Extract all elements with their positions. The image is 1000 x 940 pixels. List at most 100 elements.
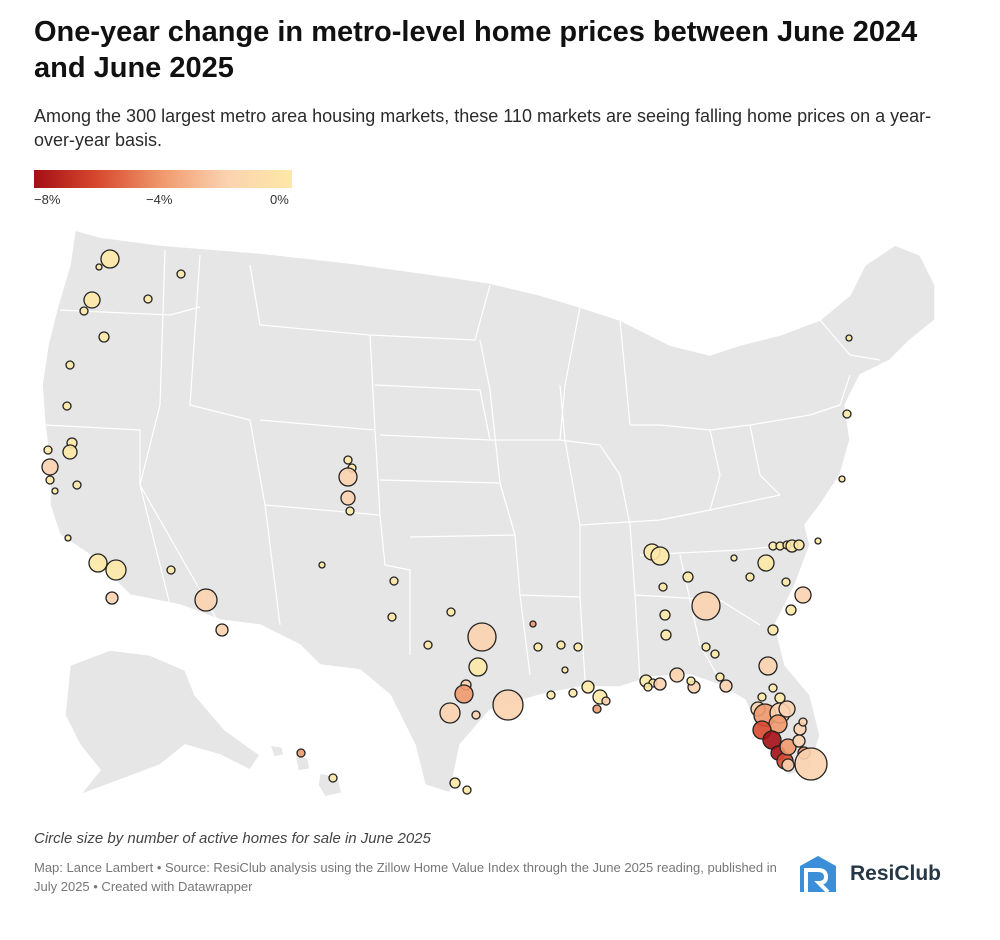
metro-bubble	[467, 622, 497, 652]
metro-bubble	[838, 475, 846, 483]
metro-bubble	[343, 455, 353, 465]
metro-bubble	[793, 539, 805, 551]
metro-bubble	[573, 642, 583, 652]
metro-bubble	[845, 334, 853, 342]
metro-bubble	[779, 738, 797, 756]
metro-bubble	[79, 306, 89, 316]
metro-bubble	[781, 577, 791, 587]
metro-bubble	[345, 506, 355, 516]
metro-bubble	[767, 624, 779, 636]
metro-bubble	[98, 331, 110, 343]
legend-tick-max: 0%	[270, 192, 289, 207]
metro-bubble	[556, 640, 566, 650]
metro-bubble	[51, 487, 59, 495]
color-legend: −8% −4% 0%	[34, 170, 292, 210]
metro-bubble	[691, 591, 721, 621]
metro-bubble	[650, 546, 670, 566]
metro-bubble	[45, 475, 55, 485]
metro-bubble	[454, 684, 474, 704]
metro-bubble	[449, 777, 461, 789]
metro-bubble	[492, 689, 524, 721]
metro-bubble	[41, 458, 59, 476]
metro-bubble	[338, 467, 358, 487]
metro-bubble	[95, 263, 103, 271]
logo-wordmark: ResiClub	[850, 862, 942, 885]
metro-bubble	[745, 572, 755, 582]
metro-bubble	[794, 586, 812, 604]
metro-bubble	[785, 604, 797, 616]
metro-bubble	[100, 249, 120, 269]
metro-bubble	[701, 642, 711, 652]
legend-tick-min: −8%	[34, 192, 61, 207]
hawaii-land	[268, 744, 343, 798]
source-credit: Map: Lance Lambert • Source: ResiClub an…	[34, 860, 777, 894]
metro-bubble	[105, 591, 119, 605]
metro-bubble	[423, 640, 433, 650]
metro-bubble	[768, 714, 788, 734]
metro-bubble	[568, 688, 578, 698]
metro-bubble	[778, 700, 796, 718]
metro-bubble	[715, 672, 725, 682]
metro-bubbles	[41, 249, 853, 795]
map-title: One-year change in metro-level home pric…	[34, 16, 918, 84]
metro-bubble	[660, 629, 672, 641]
metro-bubble	[43, 445, 53, 455]
metro-bubble	[581, 680, 595, 694]
metro-bubble	[798, 717, 808, 727]
state-borders	[44, 249, 881, 681]
metro-bubble	[328, 773, 338, 783]
metro-bubble	[757, 692, 767, 702]
metro-bubble	[62, 444, 78, 460]
metro-bubble	[842, 409, 852, 419]
metro-bubble	[468, 657, 488, 677]
legend-tick-mid: −4%	[146, 192, 173, 207]
metro-bubble	[387, 612, 397, 622]
metro-bubble	[781, 758, 795, 772]
metro-bubble	[546, 690, 556, 700]
metro-bubble	[88, 553, 108, 573]
metro-bubble	[643, 682, 653, 692]
metro-bubble	[471, 710, 481, 720]
resiclub-logo-icon	[800, 856, 836, 894]
land-areas	[41, 229, 936, 798]
metro-bubble	[686, 676, 696, 686]
metro-bubble	[601, 696, 611, 706]
metro-bubble	[446, 607, 456, 617]
metro-bubble	[682, 571, 694, 583]
metro-bubble	[814, 537, 822, 545]
metro-bubble	[64, 534, 72, 542]
metro-bubble	[669, 667, 685, 683]
metro-bubble	[340, 490, 356, 506]
metro-bubble	[176, 269, 186, 279]
legend-color-bar	[34, 170, 292, 188]
size-caption: Circle size by number of active homes fo…	[34, 830, 431, 847]
metro-bubble	[439, 702, 461, 724]
metro-bubble	[215, 623, 229, 637]
resiclub-logo: ResiClub	[796, 852, 956, 898]
metro-bubble	[143, 294, 153, 304]
metro-bubble	[105, 559, 127, 581]
metro-bubble	[561, 666, 569, 674]
metro-bubble	[194, 588, 218, 612]
metro-bubble	[758, 656, 778, 676]
metro-bubble	[296, 748, 306, 758]
metro-bubble	[72, 480, 82, 490]
metro-bubble	[592, 704, 602, 714]
metro-bubble	[462, 785, 472, 795]
metro-bubble	[318, 561, 326, 569]
metro-bubble	[653, 677, 667, 691]
metro-bubble	[533, 642, 543, 652]
metro-bubble	[710, 649, 720, 659]
metro-bubble	[719, 679, 733, 693]
metro-bubble	[389, 576, 399, 586]
metro-bubble	[730, 554, 738, 562]
metro-bubble	[166, 565, 176, 575]
metro-bubble	[62, 401, 72, 411]
metro-bubble	[757, 554, 775, 572]
metro-bubble	[83, 291, 101, 309]
us-metro-map	[41, 229, 936, 798]
metro-bubble	[768, 683, 778, 693]
map-subtitle: Among the 300 largest metro area housing…	[34, 106, 932, 150]
metro-bubble	[659, 609, 671, 621]
metro-bubble	[792, 734, 806, 748]
